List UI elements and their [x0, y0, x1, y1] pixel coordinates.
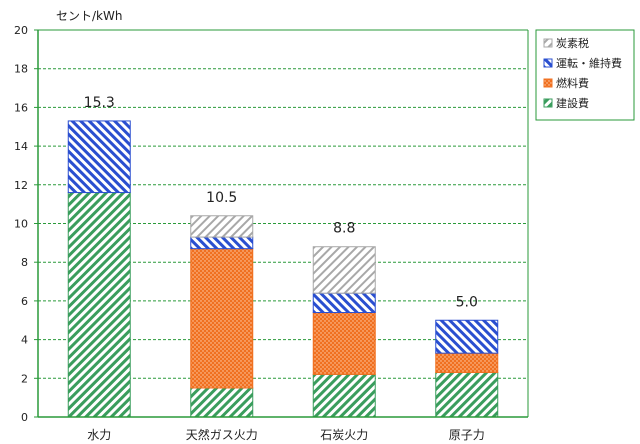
- y-tick-label: 4: [21, 334, 28, 347]
- x-category-label: 天然ガス火力: [186, 427, 258, 442]
- legend-swatch: [543, 58, 553, 68]
- legend-swatch: [543, 78, 553, 88]
- bar-segment: [190, 215, 254, 238]
- legend-swatch: [543, 98, 553, 108]
- bar-segment: [312, 312, 376, 375]
- x-category-label: 原子力: [449, 428, 485, 442]
- legend-label: 燃料費: [556, 76, 589, 90]
- y-tick-label: 6: [21, 295, 28, 308]
- y-tick-label: 8: [21, 256, 28, 269]
- legend-label: 建設費: [556, 96, 589, 110]
- y-tick-label: 0: [21, 411, 28, 424]
- bar-segment: [435, 371, 499, 418]
- bar-segment: [190, 236, 254, 250]
- x-category-label: 水力: [87, 428, 111, 442]
- bar-total-label: 8.8: [333, 221, 355, 237]
- bar-segment: [435, 319, 499, 354]
- bar-segment: [312, 292, 376, 314]
- legend-label: 炭素税: [556, 36, 589, 50]
- bar-segment: [190, 387, 254, 418]
- legend-label: 運転・維持費: [556, 56, 622, 70]
- bar-segment: [312, 246, 376, 294]
- y-tick-label: 14: [14, 140, 28, 153]
- legend-swatch: [543, 38, 553, 48]
- y-tick-label: 16: [14, 101, 28, 114]
- bar-total-label: 15.3: [84, 95, 115, 111]
- y-tick-label: 12: [14, 179, 28, 192]
- y-tick-label: 10: [14, 218, 28, 231]
- bar-segment: [435, 352, 499, 373]
- bar-segment: [67, 120, 131, 194]
- bar-total-label: 5.0: [456, 294, 478, 310]
- bar-total-label: 10.5: [206, 190, 237, 206]
- x-category-label: 石炭火力: [320, 428, 368, 442]
- bar-segment: [67, 192, 131, 418]
- y-axis-unit-label: セント/kWh: [56, 9, 122, 23]
- y-tick-label: 2: [21, 372, 28, 385]
- y-tick-label: 20: [14, 24, 28, 37]
- y-tick-label: 18: [14, 63, 28, 76]
- bar-segment: [190, 248, 254, 389]
- bar-segment: [312, 373, 376, 418]
